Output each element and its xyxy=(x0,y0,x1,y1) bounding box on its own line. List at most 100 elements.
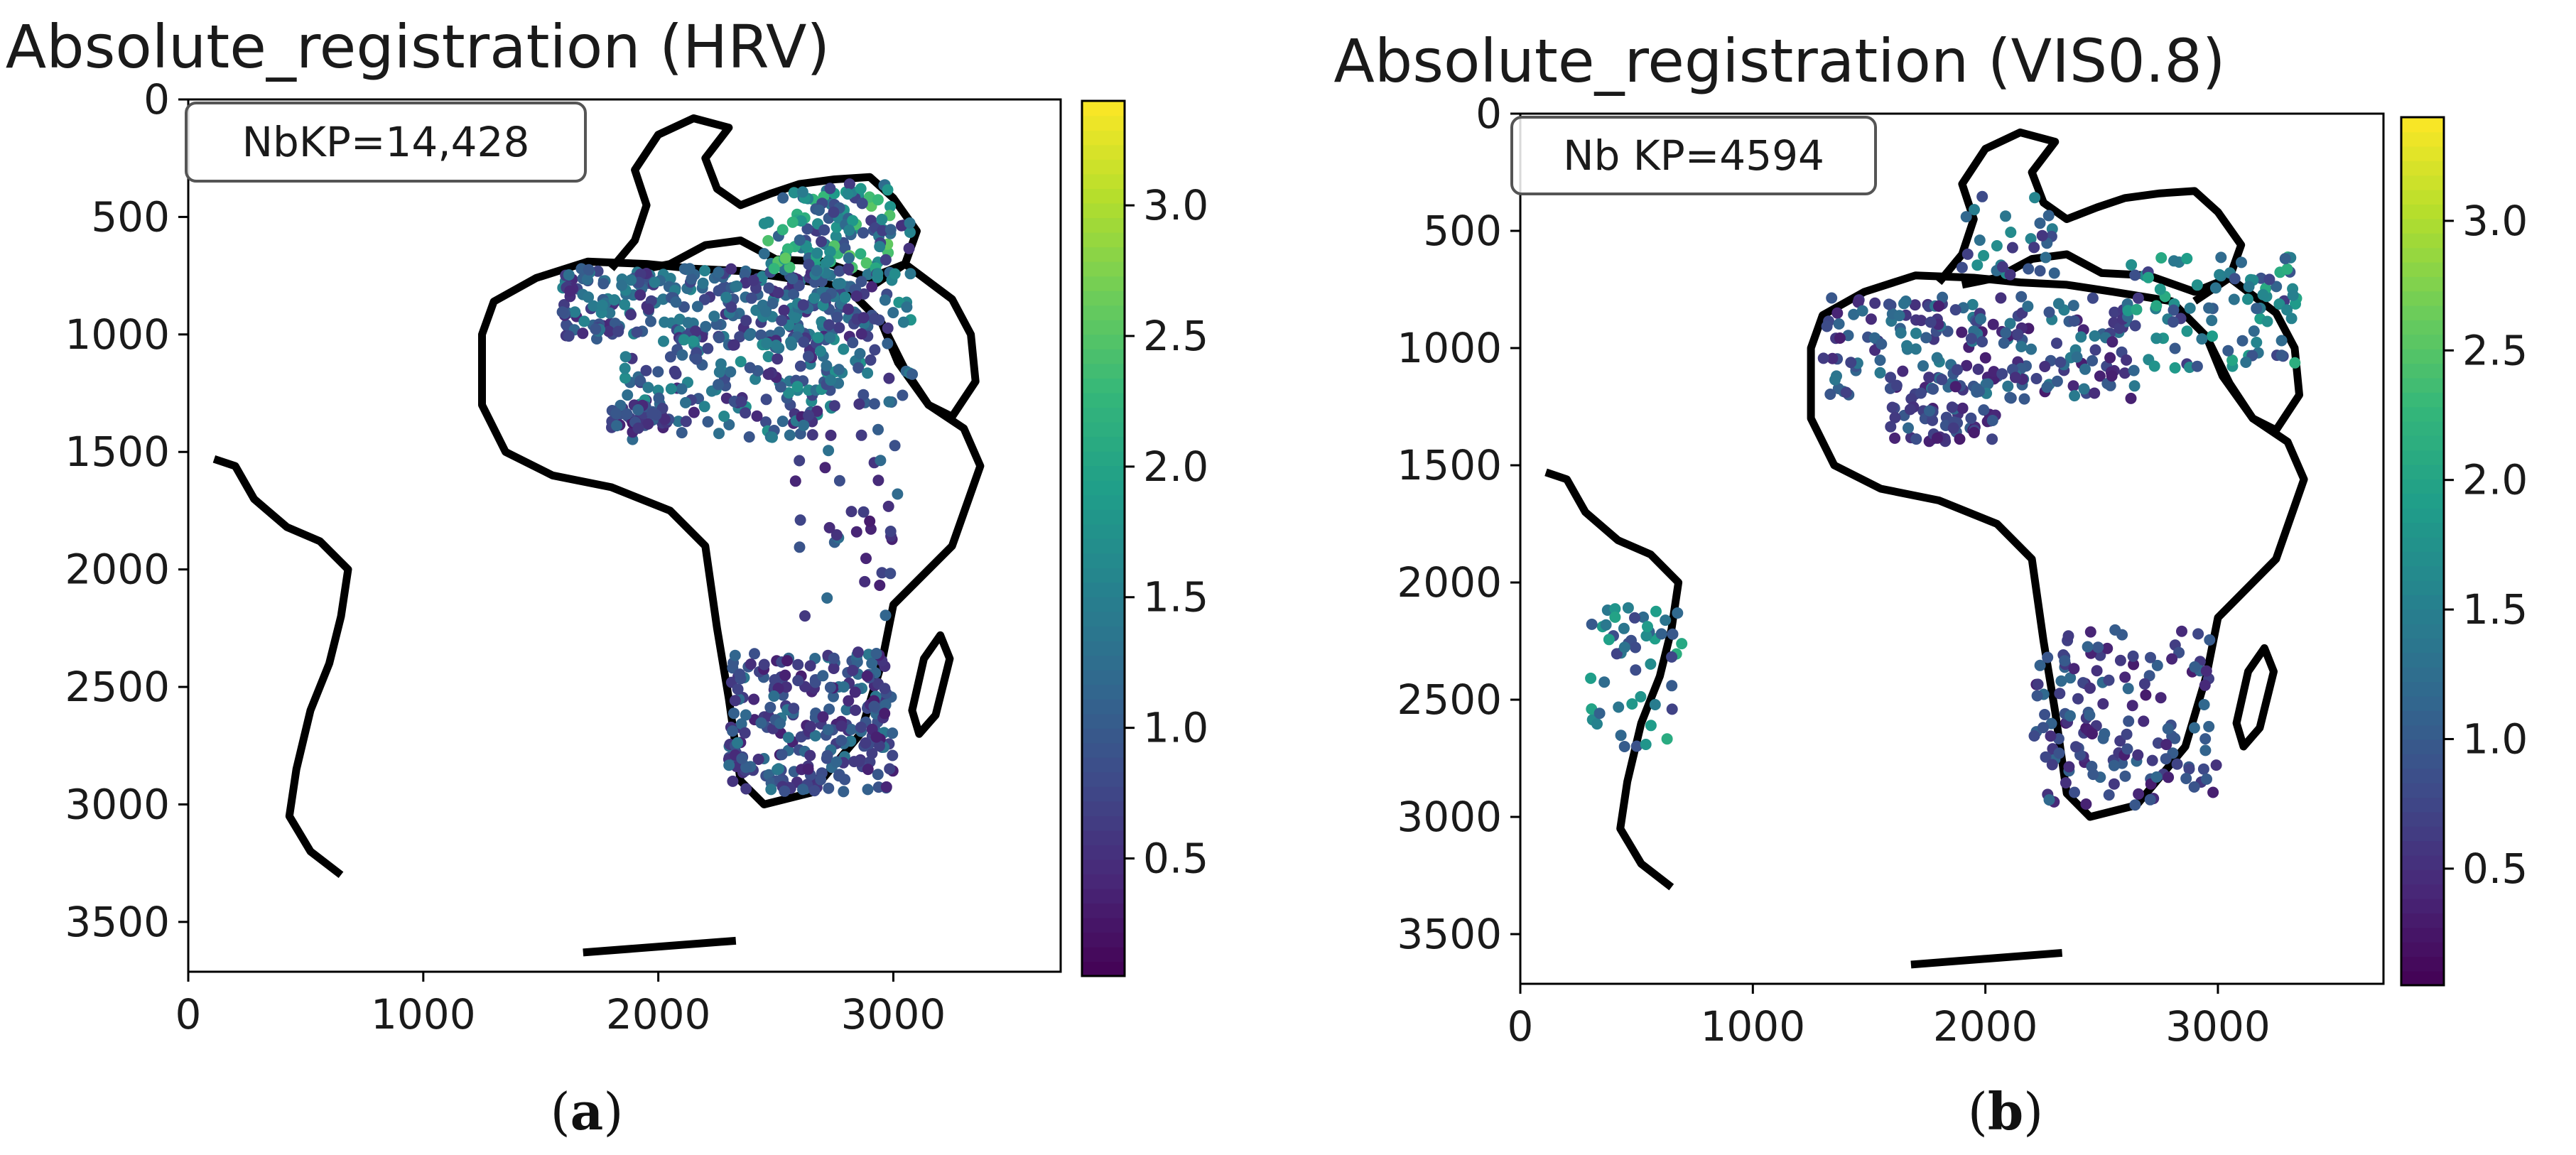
data-point xyxy=(774,381,786,393)
data-point xyxy=(2025,233,2037,245)
data-point xyxy=(779,785,791,797)
data-point xyxy=(2183,763,2195,775)
data-point xyxy=(2198,699,2210,710)
data-point xyxy=(2028,730,2040,742)
data-point xyxy=(556,306,568,318)
coastline-path xyxy=(1544,468,1683,891)
data-point xyxy=(735,356,747,368)
colorbar-segment xyxy=(2401,117,2444,133)
data-point xyxy=(713,332,725,344)
colorbar-tick-label: 2.5 xyxy=(1143,312,1208,360)
data-point xyxy=(820,292,832,304)
data-point xyxy=(616,279,628,291)
data-point xyxy=(2060,777,2072,788)
colorbar-segment xyxy=(1082,786,1125,802)
data-point xyxy=(889,440,901,452)
data-point xyxy=(1961,248,1974,260)
colorbar-segment xyxy=(2401,666,2444,683)
data-point xyxy=(2150,300,2163,312)
data-point xyxy=(789,312,801,324)
x-tick-label: 3000 xyxy=(2165,1002,2271,1051)
data-point xyxy=(1629,612,1640,624)
data-point xyxy=(2155,252,2168,264)
data-point xyxy=(563,330,575,342)
data-point xyxy=(691,300,703,313)
data-point xyxy=(880,609,892,622)
data-point xyxy=(776,315,788,327)
data-point xyxy=(2160,739,2172,751)
data-point xyxy=(1826,292,1838,304)
data-point xyxy=(2209,282,2221,294)
data-point xyxy=(1666,680,1678,692)
data-point xyxy=(2103,674,2115,686)
data-point xyxy=(622,389,634,401)
data-point xyxy=(882,500,894,512)
colorbar-tick-label: 0.5 xyxy=(1143,835,1208,883)
x-tick-label: 0 xyxy=(175,990,202,1039)
data-point xyxy=(752,754,764,765)
data-point xyxy=(1909,299,1921,311)
data-point xyxy=(2181,253,2193,264)
data-point xyxy=(2197,763,2209,775)
colorbar-segment xyxy=(2401,204,2444,219)
colorbar-segment xyxy=(1082,144,1125,160)
colorbar-segment xyxy=(2401,320,2444,335)
data-point xyxy=(2040,751,2052,763)
colorbar-segment xyxy=(2401,927,2444,943)
data-point xyxy=(2063,761,2075,773)
x-tick-label: 0 xyxy=(1508,1002,1534,1051)
data-point xyxy=(2191,360,2203,372)
colorbar-tick-label: 3.0 xyxy=(2462,197,2528,245)
data-point xyxy=(2000,327,2012,339)
data-point xyxy=(1885,372,1897,384)
data-point xyxy=(887,749,899,761)
data-point xyxy=(728,707,740,720)
data-point xyxy=(840,704,853,716)
data-point xyxy=(782,732,794,744)
data-point xyxy=(872,268,884,280)
data-point xyxy=(804,720,816,732)
data-point xyxy=(743,431,755,443)
data-point xyxy=(823,319,835,331)
data-point xyxy=(872,475,884,487)
colorbar-segment xyxy=(1082,946,1125,962)
data-point xyxy=(642,418,654,430)
data-point xyxy=(1965,332,1977,345)
data-point xyxy=(632,404,644,416)
data-point xyxy=(751,410,763,422)
data-point xyxy=(809,676,821,688)
colorbar-segment xyxy=(2401,507,2444,524)
data-point xyxy=(739,269,751,281)
data-point xyxy=(1901,340,1913,352)
data-point xyxy=(850,526,862,538)
data-point xyxy=(1895,327,1907,339)
x-tick-label: 2000 xyxy=(606,990,711,1039)
data-point xyxy=(821,749,833,761)
data-point xyxy=(843,695,855,707)
colorbar-segment xyxy=(1082,932,1125,948)
data-point xyxy=(806,429,818,441)
data-point xyxy=(2072,693,2084,705)
data-point xyxy=(758,658,770,671)
data-point xyxy=(1924,405,1935,417)
data-point xyxy=(2034,265,2046,277)
colorbar-frame xyxy=(2400,116,2445,987)
data-point xyxy=(825,429,837,441)
data-point xyxy=(2290,298,2301,310)
data-point xyxy=(866,747,878,759)
data-point xyxy=(803,259,815,271)
data-point xyxy=(799,610,811,622)
data-point xyxy=(1661,733,1673,745)
colorbar-segment xyxy=(1082,202,1125,219)
y-tick-label: 3500 xyxy=(1397,910,1502,958)
data-point xyxy=(2131,303,2143,315)
data-point xyxy=(2248,325,2260,337)
colorbar-segment xyxy=(2401,956,2444,972)
data-point xyxy=(855,328,867,340)
data-point xyxy=(1974,385,1985,397)
data-point xyxy=(817,711,829,723)
data-point xyxy=(632,422,644,434)
data-point xyxy=(770,340,782,352)
data-point xyxy=(2236,256,2247,269)
colorbar-segment xyxy=(2401,739,2444,754)
